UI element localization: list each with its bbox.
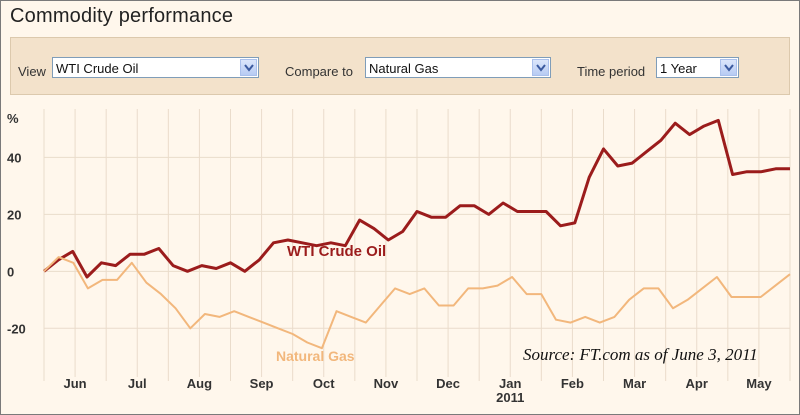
x-tick-label: Oct xyxy=(313,376,335,391)
y-tick-label: 0 xyxy=(7,264,14,279)
compare-select[interactable]: Natural Gas xyxy=(365,57,551,78)
compare-label: Compare to xyxy=(285,64,353,79)
y-tick-label: -20 xyxy=(7,321,26,336)
series-label-wti-crude-oil: WTI Crude Oil xyxy=(287,243,386,260)
performance-line-chart: -20 0 20 40% Jun Jul Aug Sep Oct Nov Dec Jan Feb Mar A… xyxy=(7,109,791,405)
x-tick-label: Aug xyxy=(187,376,212,391)
series-line-wti-crude-oil xyxy=(43,118,790,279)
chevron-down-icon[interactable] xyxy=(532,59,549,76)
x-tick-label: Jul xyxy=(128,376,147,391)
x-tick-label: Jan xyxy=(499,376,521,391)
x-year-label: 2011 xyxy=(496,390,524,405)
page-title: Commodity performance xyxy=(10,5,234,27)
view-select[interactable]: WTI Crude Oil xyxy=(52,57,259,78)
source-note: Source: FT.com as of June 3, 2011 xyxy=(523,345,758,364)
x-tick-label: Apr xyxy=(686,376,708,391)
x-tick-label: Nov xyxy=(374,376,399,391)
x-tick-label: Sep xyxy=(250,376,274,391)
chevron-down-icon[interactable] xyxy=(240,59,257,76)
x-tick-label: May xyxy=(746,376,772,391)
period-select-value: 1 Year xyxy=(660,61,697,76)
y-tick-label: 40 xyxy=(7,150,21,165)
y-tick-label: 20 xyxy=(7,207,21,222)
x-tick-label: Feb xyxy=(561,376,584,391)
period-label: Time period xyxy=(577,64,646,79)
view-label: View xyxy=(18,64,46,79)
x-tick-label: Dec xyxy=(436,376,460,391)
view-select-value: WTI Crude Oil xyxy=(56,61,139,76)
x-tick-label: Mar xyxy=(623,376,646,391)
series-line-natural-gas xyxy=(43,256,791,350)
period-select[interactable]: 1 Year xyxy=(656,57,739,78)
series-label-natural-gas: Natural Gas xyxy=(276,348,355,364)
y-axis-label: % xyxy=(7,111,19,126)
chevron-down-icon[interactable] xyxy=(720,59,737,76)
x-tick-label: Jun xyxy=(64,376,87,391)
compare-select-value: Natural Gas xyxy=(369,61,439,76)
controls-bar: View WTI Crude Oil Compare to Natural Ga… xyxy=(10,37,790,95)
